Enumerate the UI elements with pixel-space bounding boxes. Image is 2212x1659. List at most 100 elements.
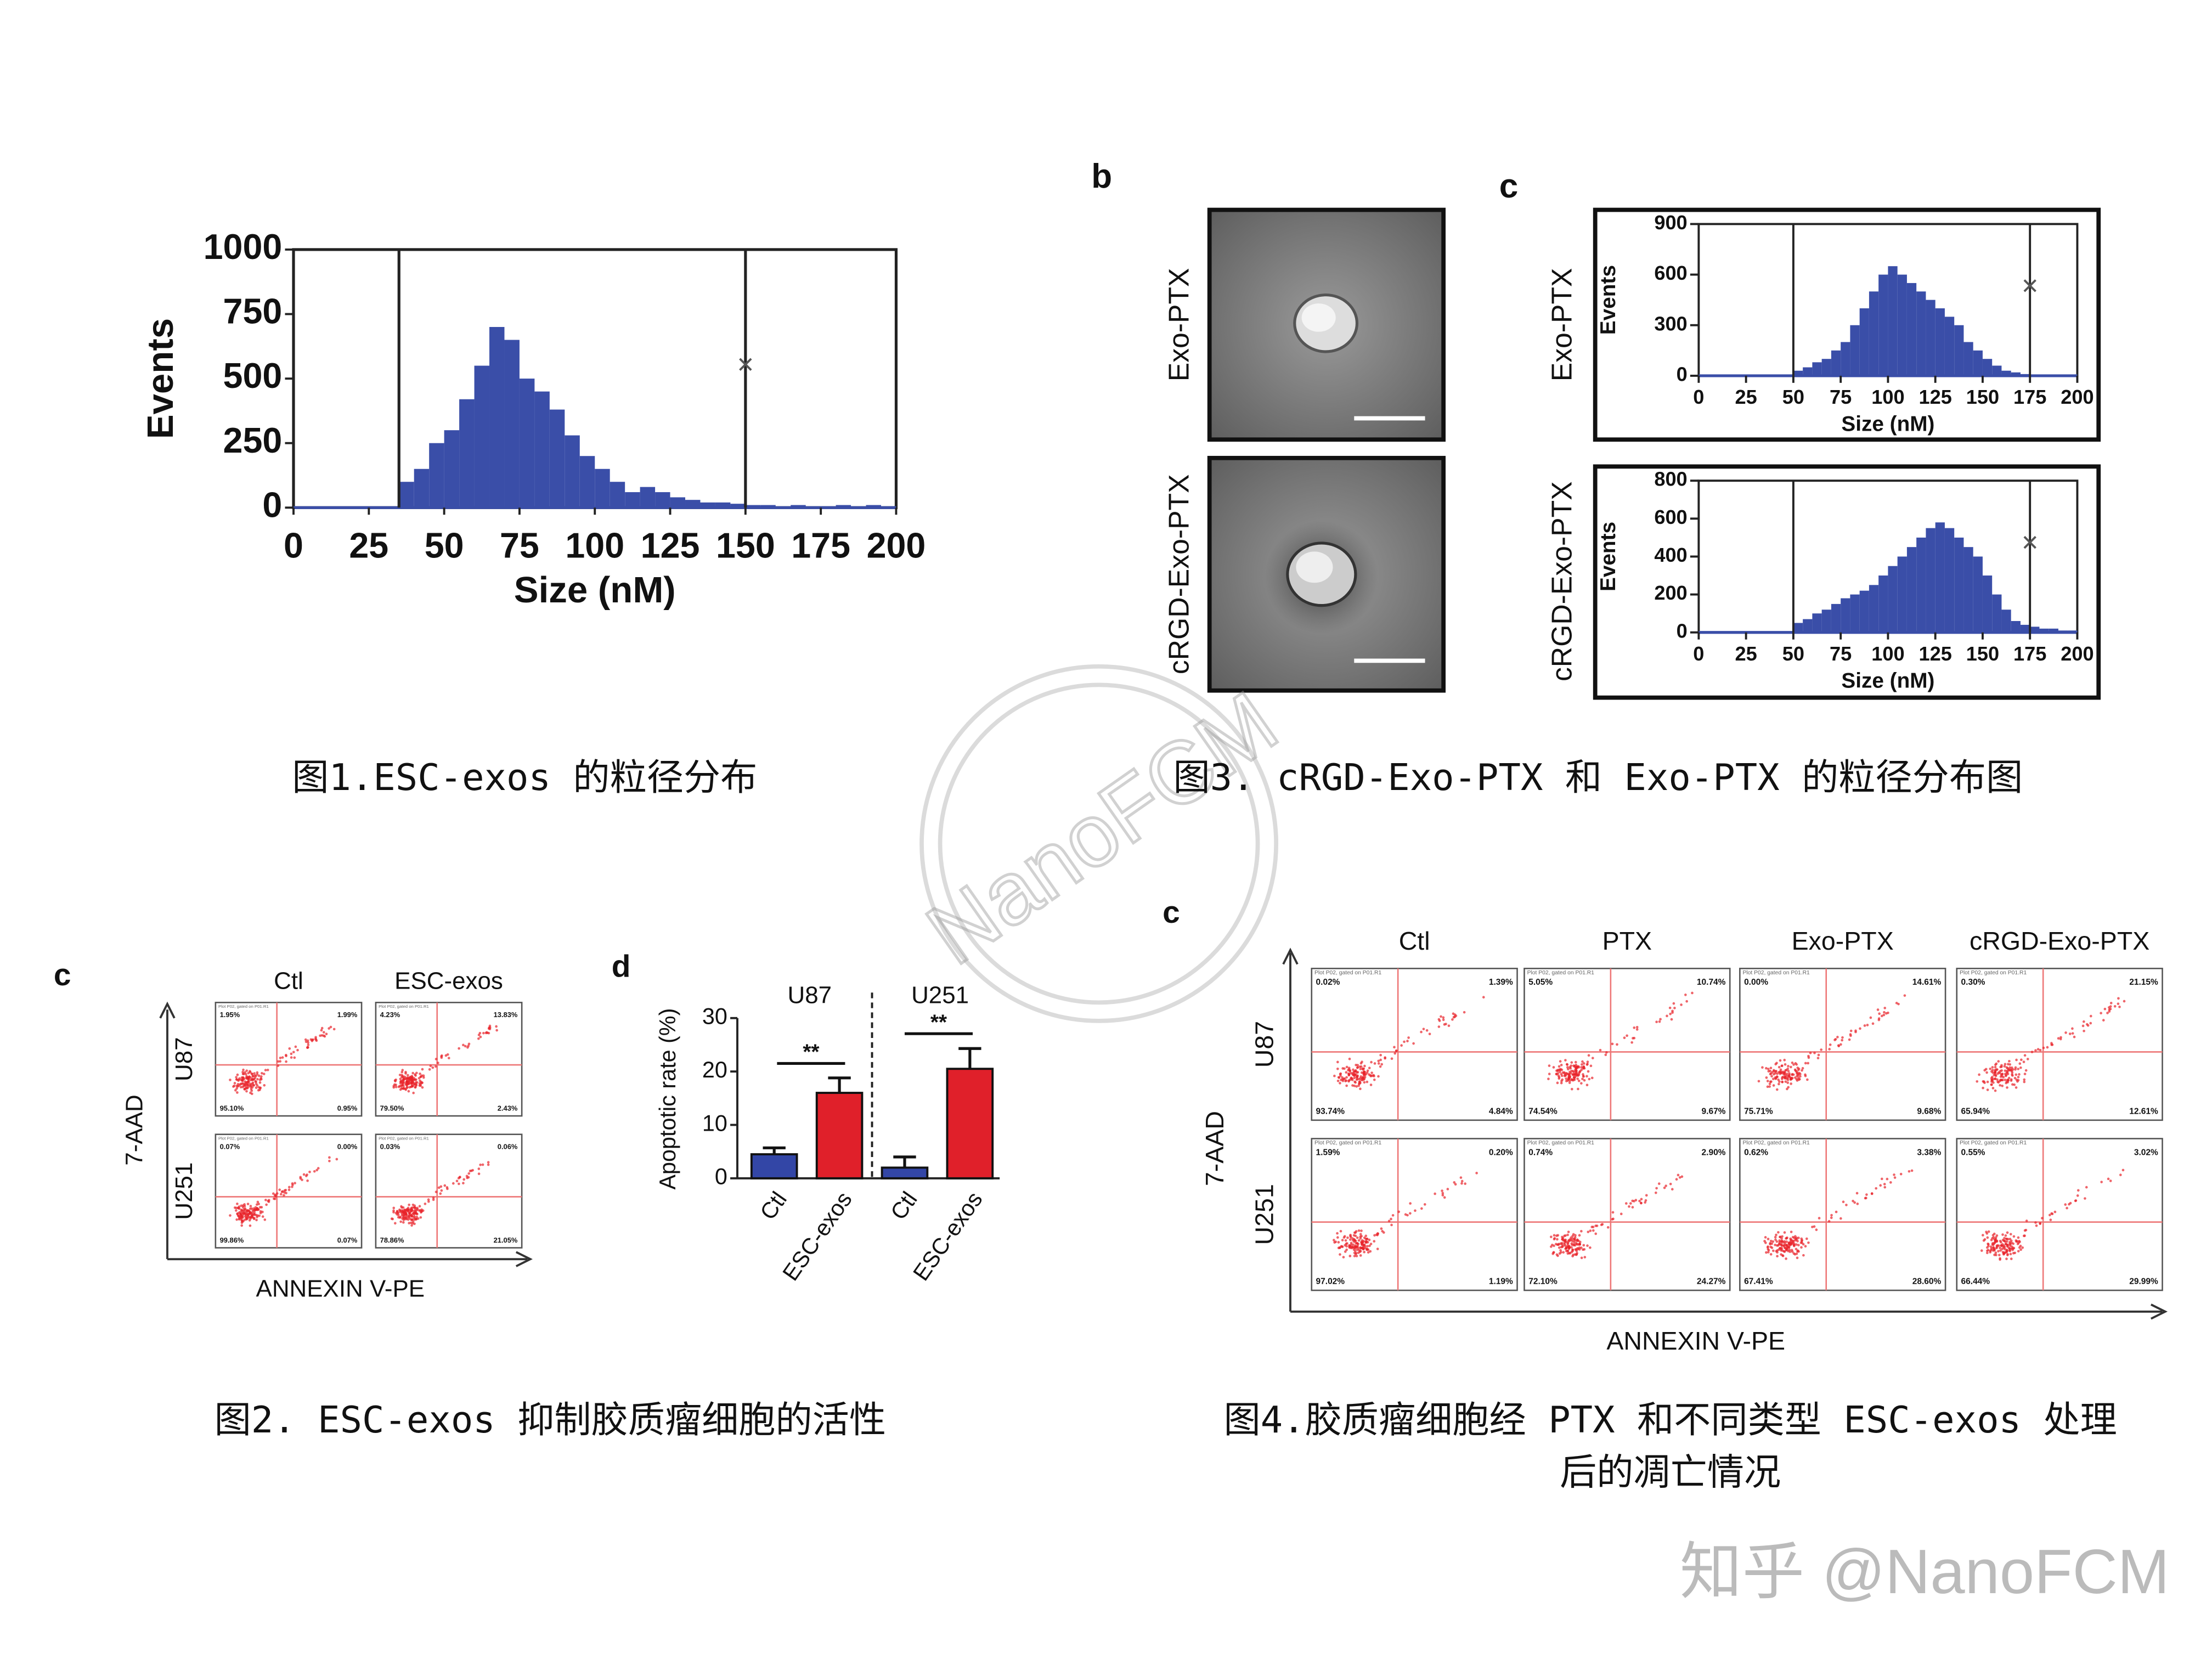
- dot: [1356, 1066, 1359, 1069]
- dot: [2034, 1049, 2037, 1052]
- y-tick-label: 500: [223, 356, 283, 396]
- dot: [411, 1079, 414, 1082]
- dot: [458, 1047, 460, 1050]
- histogram-bar: [429, 443, 444, 508]
- dot: [1577, 1087, 1579, 1091]
- dot: [1788, 1249, 1791, 1251]
- dot: [1623, 1036, 1626, 1040]
- dot: [1780, 1237, 1783, 1240]
- dot: [1572, 1070, 1576, 1074]
- dot: [1982, 1239, 1985, 1242]
- dot: [1362, 1075, 1365, 1079]
- dot: [2023, 1078, 2026, 1081]
- dot: [2089, 1022, 2092, 1025]
- dot: [1580, 1229, 1583, 1233]
- plot-header: Plot P02, gated on P01.R1: [218, 1136, 269, 1141]
- dot: [2002, 1244, 2005, 1247]
- dot: [276, 1064, 280, 1067]
- histogram-bar: [1869, 585, 1879, 633]
- dot: [487, 1031, 490, 1035]
- dot: [1369, 1243, 1373, 1245]
- dot: [1786, 1248, 1788, 1251]
- dot: [1359, 1068, 1362, 1070]
- dot: [1585, 1084, 1589, 1087]
- dot: [1620, 1212, 1623, 1216]
- dot: [455, 1180, 459, 1183]
- dot: [1599, 1048, 1602, 1052]
- dot: [415, 1211, 417, 1215]
- dot: [1633, 1026, 1636, 1029]
- axis-arrow: [1282, 947, 1299, 965]
- quadrant-value: 13.83%: [494, 1011, 518, 1019]
- dot: [1393, 1046, 1396, 1049]
- dot: [1806, 1078, 1809, 1081]
- dot: [1841, 1036, 1844, 1039]
- dot: [1559, 1249, 1562, 1252]
- dot: [274, 1193, 277, 1197]
- dot: [424, 1203, 427, 1205]
- dot: [1560, 1081, 1563, 1085]
- dot: [479, 1035, 482, 1039]
- dot: [279, 1060, 282, 1063]
- dot: [1816, 1057, 1820, 1059]
- dot: [398, 1085, 401, 1088]
- dot: [1780, 1244, 1784, 1247]
- dot: [1785, 1257, 1787, 1260]
- dot: [1368, 1073, 1370, 1076]
- dot: [419, 1079, 421, 1082]
- dot: [1355, 1255, 1358, 1257]
- dot: [284, 1053, 287, 1057]
- dot: [1354, 1231, 1357, 1234]
- dot: [434, 1065, 437, 1068]
- dot: [1995, 1254, 1997, 1256]
- dot: [414, 1209, 416, 1212]
- dot: [245, 1083, 249, 1086]
- dot: [435, 1190, 438, 1193]
- dot: [1363, 1070, 1367, 1074]
- dot: [1549, 1235, 1553, 1238]
- dot: [311, 1040, 314, 1042]
- dot: [1594, 1232, 1598, 1235]
- dot: [248, 1210, 251, 1213]
- dot: [246, 1076, 249, 1079]
- histogram-bar: [625, 492, 640, 508]
- dot: [394, 1086, 398, 1088]
- dot: [1852, 1199, 1854, 1203]
- histogram-bar: [1897, 556, 1907, 633]
- dot: [246, 1086, 249, 1090]
- dot: [307, 1046, 309, 1049]
- quadrant-value: 1.19%: [1489, 1277, 1513, 1286]
- dot: [287, 1188, 291, 1192]
- dot: [2004, 1074, 2007, 1077]
- dot: [1373, 1234, 1376, 1237]
- dot: [2039, 1222, 2042, 1225]
- dot: [1560, 1242, 1564, 1245]
- dot: [2011, 1245, 2013, 1248]
- dot: [256, 1084, 259, 1087]
- dot: [1365, 1248, 1368, 1251]
- dot: [1572, 1233, 1575, 1236]
- dot: [1778, 1240, 1781, 1244]
- y-tick-label: 30: [702, 1004, 727, 1029]
- dot: [402, 1218, 405, 1221]
- gate-marker: [739, 358, 752, 371]
- dot: [1784, 1063, 1787, 1066]
- histogram-bar: [1954, 537, 1964, 633]
- dot: [1589, 1064, 1593, 1068]
- dot: [328, 1156, 331, 1159]
- dot: [1769, 1245, 1772, 1249]
- dot: [1633, 1036, 1636, 1040]
- dot: [1769, 1243, 1771, 1246]
- histogram-bar: [655, 492, 670, 508]
- quadrant-value: 28.60%: [1912, 1277, 1942, 1286]
- quadrant-value: 99.86%: [220, 1236, 244, 1244]
- dot: [1451, 1018, 1454, 1021]
- dot: [1339, 1073, 1342, 1076]
- dot: [413, 1206, 416, 1209]
- dot: [1790, 1065, 1792, 1069]
- dot: [1685, 1000, 1688, 1003]
- dot: [1994, 1236, 1997, 1239]
- dot: [1616, 1043, 1618, 1046]
- dot: [1363, 1073, 1365, 1076]
- dot: [1775, 1070, 1778, 1073]
